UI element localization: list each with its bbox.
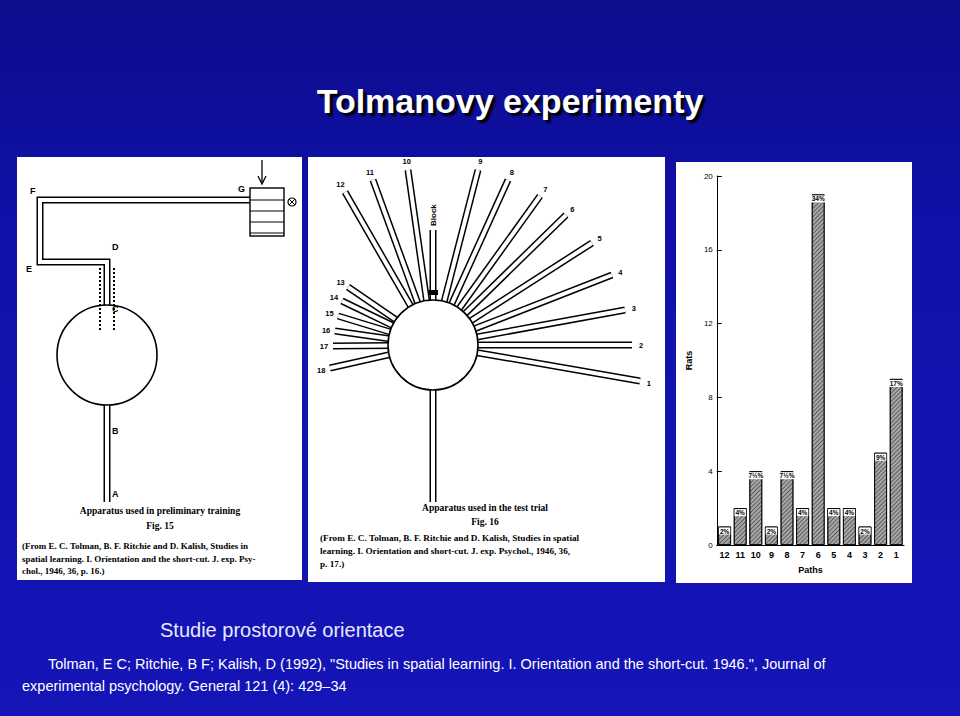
svg-text:p. 17.): p. 17.) bbox=[320, 559, 344, 569]
svg-text:14: 14 bbox=[330, 293, 339, 302]
svg-text:20: 20 bbox=[704, 172, 713, 181]
svg-text:8: 8 bbox=[708, 393, 713, 402]
svg-text:G: G bbox=[238, 184, 245, 194]
svg-text:Apparatus used in preliminary: Apparatus used in preliminary training bbox=[80, 506, 241, 516]
svg-text:17%: 17% bbox=[890, 380, 903, 387]
svg-text:D: D bbox=[112, 242, 119, 252]
svg-text:6: 6 bbox=[570, 205, 574, 214]
svg-text:Apparatus used in the test tri: Apparatus used in the test trial bbox=[422, 503, 548, 513]
svg-text:B: B bbox=[112, 426, 119, 436]
svg-text:Rats: Rats bbox=[684, 351, 694, 371]
svg-text:16: 16 bbox=[704, 245, 713, 254]
svg-text:A: A bbox=[112, 489, 119, 499]
svg-text:34%: 34% bbox=[812, 195, 825, 202]
svg-text:2: 2 bbox=[639, 341, 643, 350]
svg-text:2%: 2% bbox=[720, 528, 730, 535]
svg-text:10: 10 bbox=[751, 550, 761, 560]
svg-text:1: 1 bbox=[894, 550, 899, 560]
svg-text:5: 5 bbox=[597, 234, 601, 243]
svg-text:9: 9 bbox=[478, 157, 482, 166]
svg-text:4%: 4% bbox=[829, 509, 839, 516]
svg-text:12: 12 bbox=[720, 550, 730, 560]
svg-text:6: 6 bbox=[816, 550, 821, 560]
svg-text:(From E. C. Tolman, B. F. Ritc: (From E. C. Tolman, B. F. Ritchie and D.… bbox=[320, 533, 580, 543]
html-text:Tolmanovy experimenty: Tolmanovy experimenty bbox=[316, 82, 704, 120]
svg-text:8: 8 bbox=[510, 168, 514, 177]
svg-text:4%: 4% bbox=[735, 509, 745, 516]
svg-text:8: 8 bbox=[784, 550, 789, 560]
svg-text:7: 7 bbox=[800, 550, 805, 560]
svg-text:13: 13 bbox=[336, 278, 344, 287]
html-text:Studie prostorové orientace: Studie prostorové orientace bbox=[160, 619, 405, 641]
svg-text:2: 2 bbox=[878, 550, 883, 560]
svg-text:4%: 4% bbox=[845, 509, 855, 516]
svg-text:chol., 1946, 36, p. 16.): chol., 1946, 36, p. 16.) bbox=[22, 566, 105, 576]
svg-text:9%: 9% bbox=[876, 454, 886, 461]
svg-text:(From E. C. Tolman, B. F. Ritc: (From E. C. Tolman, B. F. Ritchie and D.… bbox=[22, 541, 248, 551]
svg-text:1: 1 bbox=[647, 379, 651, 388]
svg-text:16: 16 bbox=[322, 326, 330, 335]
svg-text:3: 3 bbox=[862, 550, 867, 560]
svg-text:2%: 2% bbox=[860, 528, 870, 535]
svg-text:4: 4 bbox=[847, 550, 852, 560]
svg-text:C: C bbox=[112, 304, 119, 314]
svg-text:4: 4 bbox=[708, 467, 713, 476]
svg-text:3: 3 bbox=[632, 304, 636, 313]
svg-text:Fig. 16: Fig. 16 bbox=[471, 517, 499, 527]
svg-text:Fig. 15: Fig. 15 bbox=[146, 521, 174, 531]
svg-text:2%: 2% bbox=[767, 528, 777, 535]
svg-text:12: 12 bbox=[704, 319, 713, 328]
svg-text:F: F bbox=[30, 186, 36, 196]
svg-text:E: E bbox=[26, 264, 32, 274]
svg-text:18: 18 bbox=[317, 366, 325, 375]
html-text:experimental psychology. Gener: experimental psychology. General 121 (4)… bbox=[22, 678, 347, 694]
svg-text:11: 11 bbox=[366, 168, 374, 177]
html-text:Tolman, E C; Ritchie, B F; Kal: Tolman, E C; Ritchie, B F; Kalish, D (19… bbox=[48, 656, 826, 672]
svg-text:0: 0 bbox=[708, 541, 713, 550]
svg-text:7½%: 7½% bbox=[780, 472, 795, 479]
svg-text:9: 9 bbox=[769, 550, 774, 560]
svg-text:17: 17 bbox=[320, 342, 328, 351]
svg-text:12: 12 bbox=[336, 180, 344, 189]
svg-text:15: 15 bbox=[325, 309, 333, 318]
svg-text:learning. I. Orientation and s: learning. I. Orientation and short-cut. … bbox=[320, 546, 570, 556]
svg-text:spatial learning. I. Orientati: spatial learning. I. Orientation and the… bbox=[22, 554, 256, 564]
svg-text:7: 7 bbox=[543, 185, 547, 194]
svg-text:Block: Block bbox=[429, 204, 438, 226]
svg-text:7½%: 7½% bbox=[748, 472, 763, 479]
svg-text:10: 10 bbox=[403, 157, 411, 166]
svg-text:4: 4 bbox=[618, 268, 623, 277]
svg-text:5: 5 bbox=[831, 550, 836, 560]
svg-text:4%: 4% bbox=[798, 509, 808, 516]
svg-text:Paths: Paths bbox=[798, 565, 823, 575]
svg-text:11: 11 bbox=[735, 550, 745, 560]
